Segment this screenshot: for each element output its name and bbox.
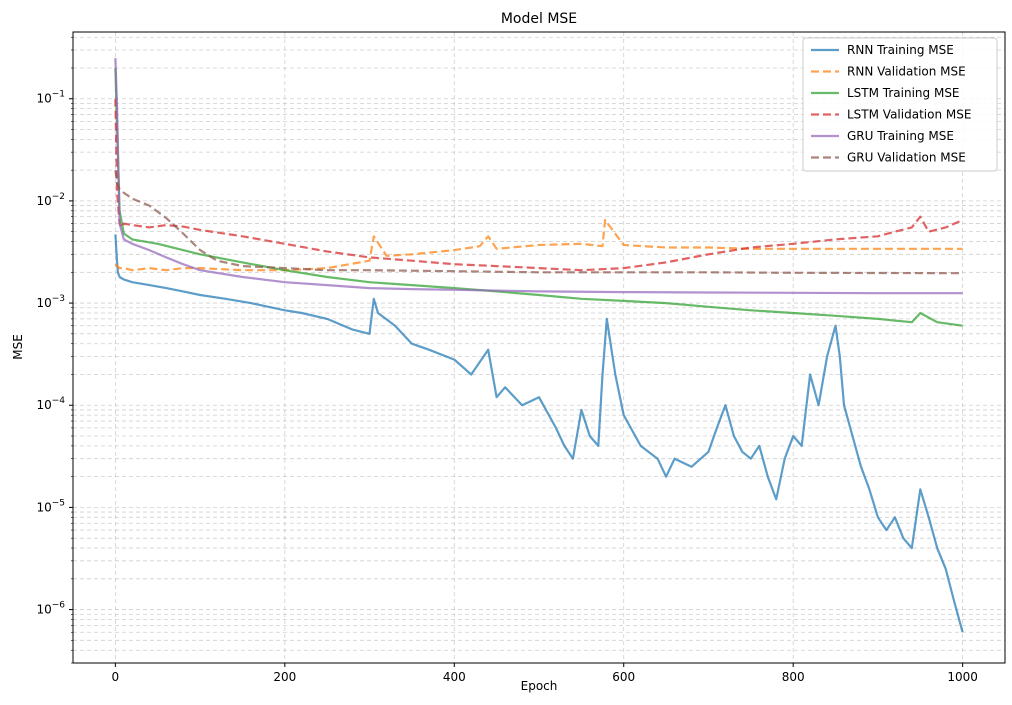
- grid-layer: [73, 32, 1005, 664]
- x-tick-label: 600: [612, 670, 635, 684]
- legend: RNN Training MSE RNN Validation MSE LSTM T…: [802, 37, 998, 172]
- series-line-5: [114, 58, 963, 295]
- y-tick-label: 10−1: [36, 90, 65, 106]
- legend-label-5: GRU Training MSE: [847, 129, 954, 143]
- y-axis-ticks: 10−6 10−5 10−4 10−3 10−2 10−1: [36, 36, 73, 664]
- legend-label-2: RNN Validation MSE: [847, 65, 966, 79]
- y-tick-label: 10−6: [36, 601, 65, 617]
- legend-label-1: RNN Training MSE: [847, 43, 954, 57]
- y-tick-label: 10−4: [36, 396, 65, 412]
- x-axis-label: Epoch: [521, 679, 558, 693]
- y-axis-label: MSE: [11, 334, 25, 360]
- x-tick-label: 0: [112, 670, 120, 684]
- plot-frame: [72, 31, 1006, 664]
- legend-box: [802, 37, 998, 172]
- x-tick-label: 1000: [947, 670, 978, 684]
- series-line-6: [114, 170, 963, 275]
- legend-label-3: LSTM Training MSE: [847, 86, 960, 100]
- series-line-2: [114, 218, 963, 272]
- y-tick-label: 10−5: [36, 498, 65, 514]
- x-tick-label: 800: [782, 670, 805, 684]
- x-tick-label: 200: [273, 670, 296, 684]
- series-line-4: [114, 98, 964, 272]
- x-tick-label: 400: [443, 670, 466, 684]
- x-axis-ticks: 0 200 400 600 800 1000: [112, 663, 978, 684]
- y-tick-label: 10−2: [36, 192, 65, 208]
- legend-label-6: GRU Validation MSE: [847, 151, 966, 165]
- series-line-1: [114, 234, 964, 633]
- legend-label-4: LSTM Validation MSE: [847, 108, 971, 122]
- y-tick-label: 10−3: [36, 294, 65, 310]
- chart-title: Model MSE: [501, 11, 577, 27]
- series-layer: [114, 58, 964, 633]
